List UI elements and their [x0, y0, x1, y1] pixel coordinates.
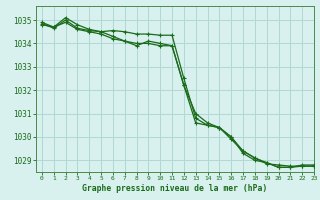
X-axis label: Graphe pression niveau de la mer (hPa): Graphe pression niveau de la mer (hPa)	[82, 184, 268, 193]
